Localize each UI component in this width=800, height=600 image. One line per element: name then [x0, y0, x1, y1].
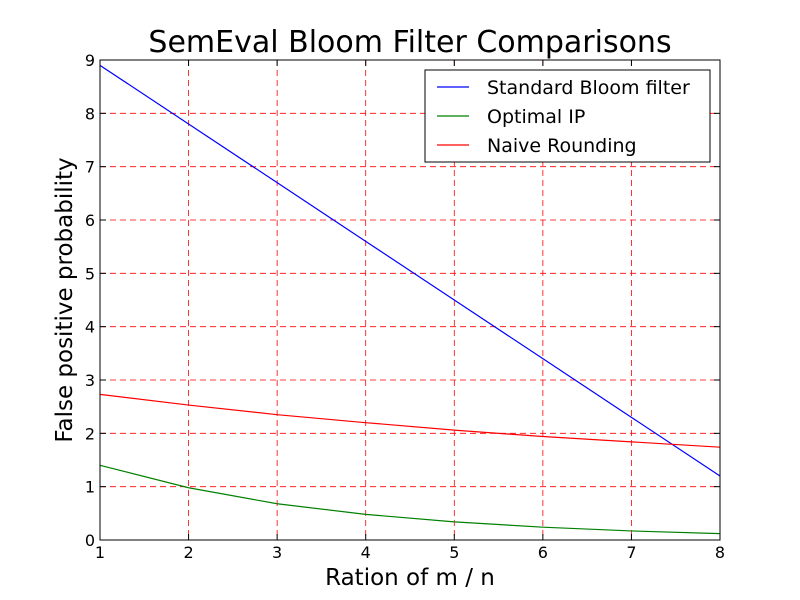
grid-lines: [100, 60, 720, 540]
legend-label: Standard Bloom filter: [487, 77, 690, 99]
y-tick-label: 1: [85, 478, 95, 497]
plot-frame: [99, 59, 721, 541]
y-tick-label: 7: [85, 158, 95, 177]
x-tick-label: 4: [361, 543, 371, 562]
chart-title: SemEval Bloom Filter Comparisons: [148, 25, 671, 60]
series-line-standard-bloom-filter: [99, 64, 721, 477]
x-tick-label: 5: [449, 543, 459, 562]
legend-box: [424, 69, 711, 163]
y-tick-label: 8: [85, 104, 95, 123]
plot-series: [99, 64, 721, 535]
y-tick-label: 3: [85, 371, 95, 390]
series-line-optimal-ip: [99, 464, 721, 535]
x-tick-label: 1: [95, 543, 105, 562]
legend-label: Naive Rounding: [487, 135, 637, 157]
y-tick-label: 4: [85, 318, 95, 337]
x-tick-label: 3: [272, 543, 282, 562]
y-tick-label: 6: [85, 211, 95, 230]
y-axis-label: False positive probability: [52, 157, 78, 442]
x-axis-label: Ration of m / n: [325, 565, 495, 591]
y-tick-label: 2: [85, 424, 95, 443]
y-tick-label: 9: [85, 51, 95, 70]
series-line-naive-rounding: [99, 393, 721, 448]
legend: Standard Bloom filter Optimal IP Naive Rou…: [424, 69, 711, 163]
y-tick-label: 5: [85, 264, 95, 283]
x-tick-label: 2: [183, 543, 193, 562]
y-tick-label: 0: [85, 531, 95, 550]
x-tick-label: 6: [538, 543, 548, 562]
x-tick-label: 7: [626, 543, 636, 562]
legend-label: Optimal IP: [487, 106, 585, 128]
x-tick-label: 8: [715, 543, 725, 562]
